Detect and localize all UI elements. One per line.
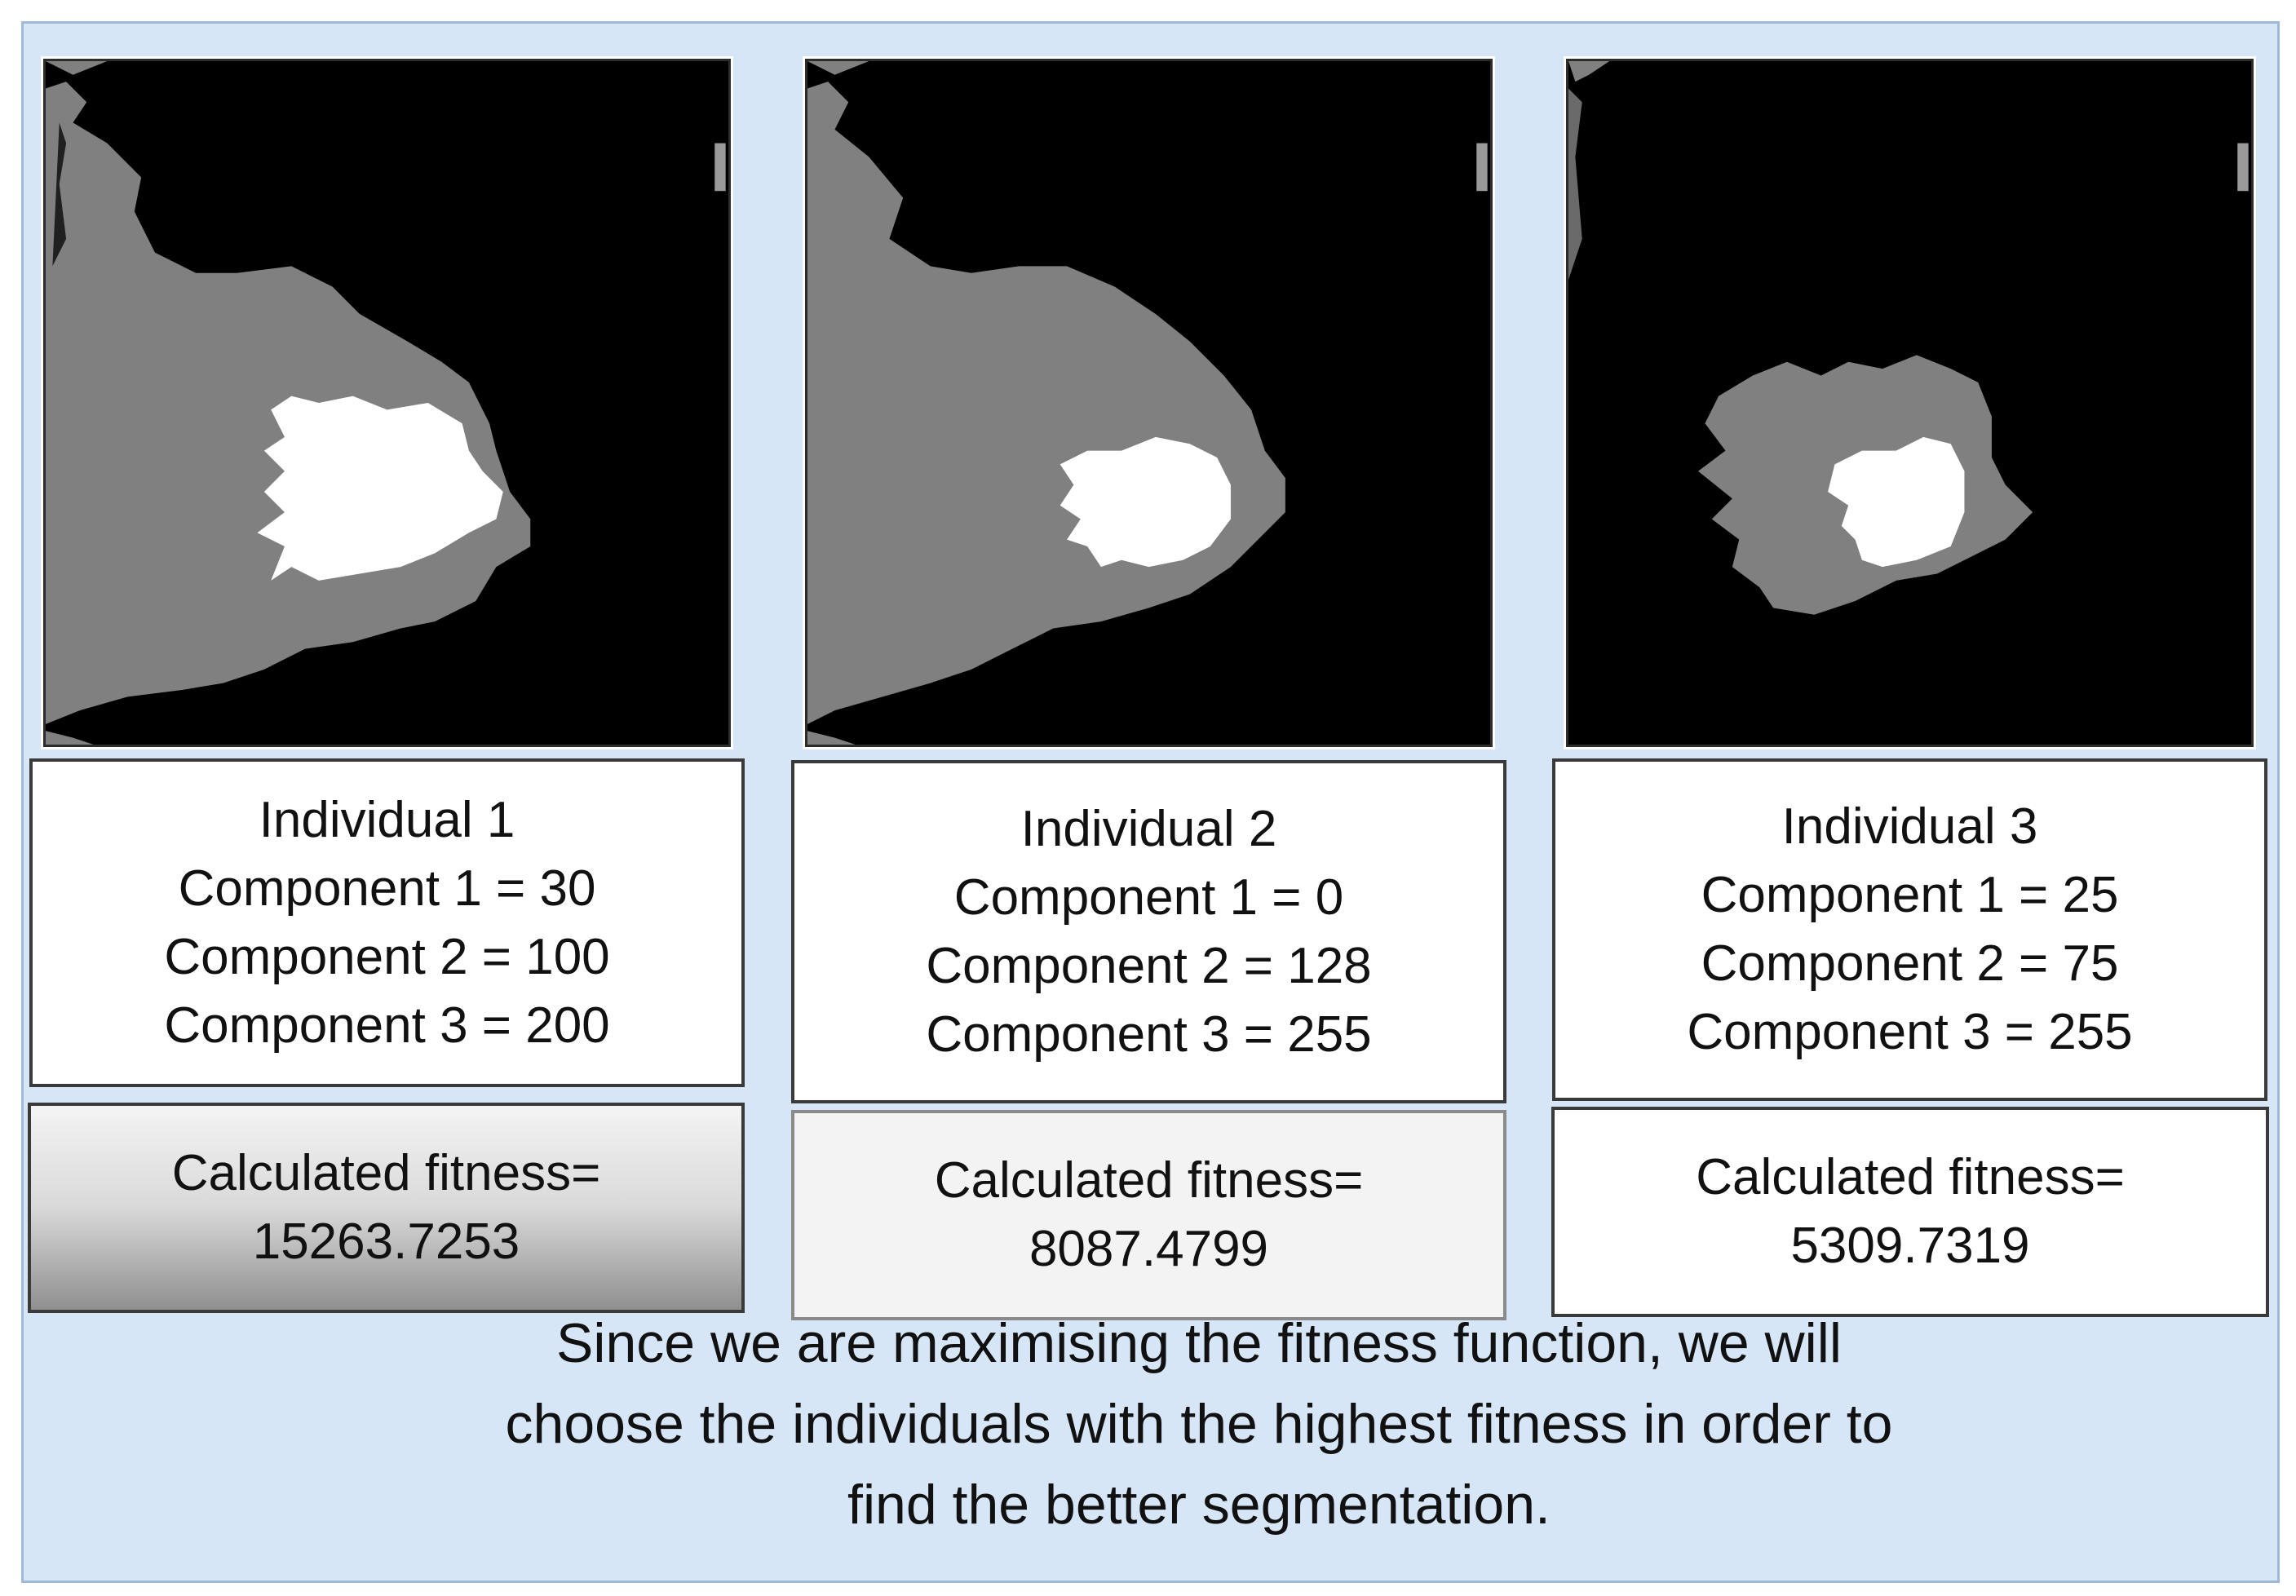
- individual-info-3: Individual 3 Component 1 = 25 Component …: [1552, 758, 2267, 1101]
- component-3-value: Component 3 = 255: [1687, 1004, 2133, 1060]
- segmentation-image-2: [803, 56, 1495, 749]
- segmentation-image-3: [1564, 56, 2256, 749]
- individual-name: Individual 1: [259, 791, 515, 848]
- component-1-value: Component 1 = 0: [953, 869, 1344, 926]
- component-1-value: Component 1 = 30: [178, 860, 596, 917]
- explanation-caption: Since we are maximising the fitness func…: [245, 1303, 2153, 1545]
- component-3-value: Component 3 = 255: [926, 1006, 1372, 1063]
- fitness-box-1: Calculated fitness= 15263.7253: [28, 1103, 745, 1313]
- fitness-value: 8087.4799: [1029, 1221, 1269, 1277]
- individual-info-2: Individual 2 Component 1 = 0 Component 2…: [791, 760, 1506, 1103]
- fitness-value: 5309.7319: [1790, 1218, 2030, 1274]
- individual-info-1: Individual 1 Component 1 = 30 Component …: [29, 758, 745, 1087]
- caption-line-2: choose the individuals with the highest …: [505, 1393, 1893, 1455]
- component-2-value: Component 2 = 75: [1701, 935, 2119, 992]
- caption-line-3: find the better segmentation.: [847, 1474, 1551, 1536]
- component-1-value: Component 1 = 25: [1701, 867, 2119, 923]
- fitness-box-2: Calculated fitness= 8087.4799: [791, 1110, 1506, 1320]
- fitness-label: Calculated fitness=: [934, 1152, 1364, 1209]
- individual-name: Individual 2: [1020, 800, 1277, 857]
- individual-name: Individual 3: [1781, 798, 2038, 855]
- fitness-label: Calculated fitness=: [1696, 1149, 2125, 1205]
- component-2-value: Component 2 = 100: [164, 928, 610, 985]
- fitness-label: Calculated fitness=: [171, 1145, 601, 1201]
- segmentation-image-1: [41, 56, 733, 749]
- fitness-box-3: Calculated fitness= 5309.7319: [1551, 1107, 2269, 1317]
- component-2-value: Component 2 = 128: [926, 937, 1372, 994]
- caption-line-1: Since we are maximising the fitness func…: [556, 1312, 1842, 1374]
- fitness-value: 15263.7253: [252, 1214, 520, 1270]
- component-3-value: Component 3 = 200: [164, 997, 610, 1054]
